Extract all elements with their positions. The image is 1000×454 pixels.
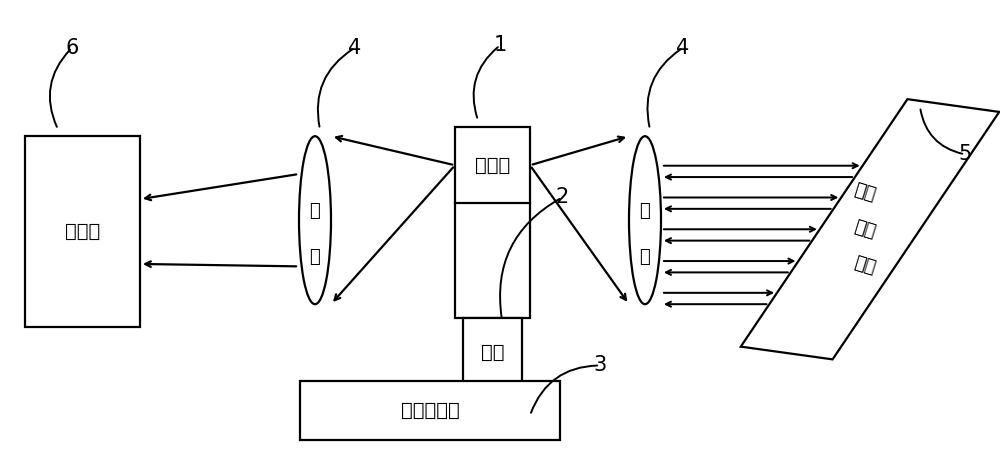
Text: 6: 6 bbox=[65, 38, 79, 58]
Text: 4: 4 bbox=[676, 38, 690, 58]
Text: 镜: 镜 bbox=[640, 247, 650, 266]
Bar bbox=[25, 136, 140, 327]
Ellipse shape bbox=[299, 136, 331, 304]
Text: 热沉: 热沉 bbox=[481, 343, 504, 362]
Text: 4: 4 bbox=[348, 38, 362, 58]
Text: 5: 5 bbox=[958, 144, 972, 164]
Bar bbox=[300, 381, 560, 440]
Bar bbox=[455, 127, 530, 318]
Text: 激光器: 激光器 bbox=[475, 156, 510, 175]
Ellipse shape bbox=[629, 136, 661, 304]
Text: 微镜: 微镜 bbox=[852, 217, 878, 241]
Bar bbox=[463, 318, 522, 395]
Text: 功率计: 功率计 bbox=[65, 222, 100, 241]
Text: 1: 1 bbox=[493, 35, 507, 55]
Text: 数字: 数字 bbox=[852, 181, 878, 205]
Text: 3: 3 bbox=[593, 355, 607, 375]
Text: 2: 2 bbox=[555, 188, 569, 207]
Polygon shape bbox=[741, 99, 999, 360]
Text: 器件: 器件 bbox=[852, 254, 878, 277]
Text: 温度控制器: 温度控制器 bbox=[401, 401, 459, 420]
Text: 透: 透 bbox=[310, 202, 320, 220]
Text: 透: 透 bbox=[640, 202, 650, 220]
Text: 镜: 镜 bbox=[310, 247, 320, 266]
